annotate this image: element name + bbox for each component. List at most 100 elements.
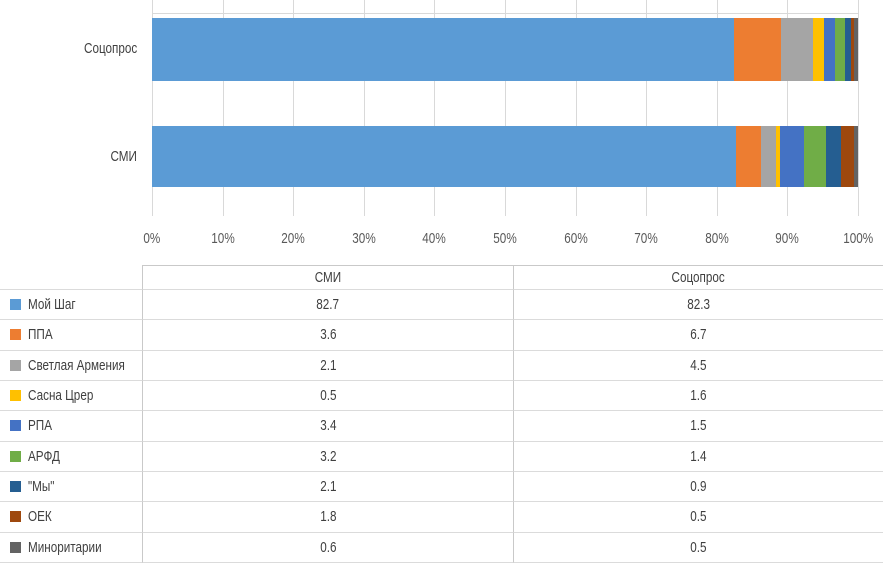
tick-text: 10%	[210, 230, 235, 247]
gridline	[787, 0, 789, 216]
value-text: 1.8	[319, 508, 337, 526]
tick-text: 50%	[493, 230, 517, 247]
bar-segment	[854, 18, 858, 81]
value-text: 0.6	[319, 538, 337, 556]
gridline	[222, 0, 224, 216]
row-label: Мой Шаг	[28, 296, 76, 314]
category-label-text: СМИ	[110, 148, 137, 165]
row-label: "Мы"	[28, 478, 55, 496]
bar-segment	[850, 18, 855, 81]
legend-swatch	[10, 450, 21, 462]
legend-swatch	[10, 299, 21, 311]
table-row-label-cell: Сасна Црер	[0, 381, 142, 412]
value-text: 82.7	[316, 296, 340, 314]
bar-segment	[853, 126, 858, 187]
row-label: АРФД	[28, 447, 60, 465]
tick-text: 20%	[281, 230, 305, 247]
value-text: 4.5	[690, 356, 707, 374]
row-label: Светлая Армения	[28, 356, 125, 374]
tick-text: 40%	[422, 230, 447, 247]
row-label: РПА	[28, 417, 53, 435]
row-label: ОЕК	[28, 508, 52, 526]
gridline	[716, 0, 718, 216]
data-table: СМИ Соцопрос Мой Шаг 82.7 82.3 ППА 3.6 6.7 Светл…	[0, 265, 883, 563]
gridline	[575, 0, 577, 216]
value-cell: 3.4	[142, 411, 513, 442]
value-cell: 1.5	[513, 411, 883, 442]
gridline	[505, 0, 506, 216]
legend-swatch	[10, 390, 21, 402]
category-label-text: Соцопрос	[83, 40, 137, 57]
column-header: Соцопрос	[513, 265, 883, 290]
row-label: Миноритарии	[28, 538, 102, 556]
value-cell: 3.2	[142, 441, 513, 472]
value-text: 1.6	[690, 387, 707, 405]
value-cell: 1.4	[513, 441, 883, 472]
bar-segment	[733, 18, 781, 81]
legend-swatch	[10, 541, 21, 553]
table-row-label-cell: ОЕК	[0, 502, 142, 533]
x-axis-tick-label: 90%	[752, 230, 822, 247]
bar-segment	[803, 126, 827, 187]
table-row-label-cell: АРФД	[0, 442, 142, 472]
value-text: 0.5	[690, 538, 707, 556]
value-text: 1.4	[690, 447, 707, 465]
bar-segment	[834, 18, 845, 81]
value-text: 0.9	[690, 478, 707, 496]
category-label: СМИ	[0, 147, 137, 167]
category-bar	[152, 126, 858, 187]
value-cell: 0.5	[142, 380, 513, 412]
tick-text: 100%	[843, 230, 873, 247]
value-cell: 2.1	[142, 471, 513, 503]
legend-swatch	[10, 359, 21, 371]
value-text: 6.7	[690, 326, 707, 344]
value-text: 3.2	[319, 447, 337, 465]
value-text: 3.4	[319, 417, 337, 435]
value-text: 2.1	[319, 356, 337, 374]
tick-text: 60%	[563, 230, 588, 247]
value-cell: 82.3	[513, 290, 883, 321]
bar-segment	[735, 126, 762, 187]
x-axis-tick-label: 80%	[682, 230, 752, 247]
value-cell: 1.8	[142, 502, 513, 533]
table-row-label-cell: Мой Шаг	[0, 290, 142, 321]
category-label: Соцопрос	[0, 39, 137, 59]
value-cell: 82.7	[142, 290, 513, 321]
value-text: 0.5	[319, 387, 337, 405]
gridline	[858, 0, 859, 216]
tick-text: 30%	[352, 230, 376, 247]
bar-segment	[776, 126, 780, 187]
gridline	[293, 0, 295, 216]
x-axis-tick-label: 70%	[611, 230, 681, 247]
table-row-label-cell: РПА	[0, 411, 142, 442]
bar-segment	[826, 126, 841, 187]
value-text: 82.3	[687, 296, 710, 314]
value-cell: 0.9	[513, 471, 883, 503]
x-axis-tick-label: 50%	[470, 230, 540, 247]
legend-swatch	[10, 511, 21, 523]
bar-segment	[840, 126, 854, 187]
legend-swatch	[10, 481, 21, 493]
value-cell: 3.6	[142, 320, 513, 351]
tick-text: 0%	[143, 230, 161, 247]
column-header: СМИ	[142, 265, 513, 290]
table-corner-cell	[0, 265, 142, 290]
value-text: 0.5	[690, 508, 707, 526]
column-header-text: СМИ	[314, 269, 342, 286]
bar-segment	[152, 126, 736, 187]
tick-text: 90%	[775, 230, 800, 247]
table-row-label-cell: Светлая Армения	[0, 351, 142, 381]
gridline	[646, 0, 648, 216]
legend-swatch	[10, 329, 21, 341]
x-axis-tick-label: 40%	[399, 230, 469, 247]
x-axis-tick-label: 20%	[258, 230, 328, 247]
column-header-text: Соцопрос	[671, 269, 726, 286]
category-bar	[152, 18, 858, 81]
bar-segment	[780, 18, 813, 81]
value-text: 2.1	[319, 478, 337, 496]
value-text: 3.6	[319, 326, 337, 344]
gridline	[363, 0, 365, 216]
value-text: 1.5	[690, 417, 707, 435]
x-axis-tick-label: 10%	[188, 230, 258, 247]
gridline	[152, 0, 153, 216]
